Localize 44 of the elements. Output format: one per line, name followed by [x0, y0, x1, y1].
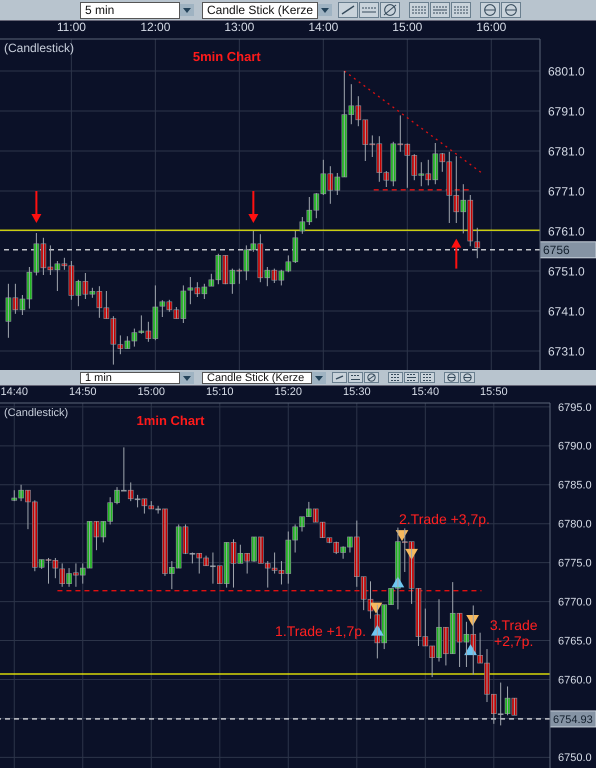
y-tick-label: 6770.0 — [558, 596, 592, 608]
ref-line-label: 6756 — [543, 242, 570, 257]
y-tick-label: 6750.0 — [558, 752, 592, 764]
x-tick-label: 14:40 — [0, 386, 28, 398]
text: 1 min — [80, 372, 180, 384]
x-tick-label: 14:00 — [308, 20, 339, 34]
y-tick-label: 6795.0 — [558, 402, 592, 414]
chart-subtitle: (Candlestick) — [4, 41, 74, 55]
x-tick-label: 15:00 — [138, 386, 166, 398]
y-tick-label: 6801.0 — [548, 64, 586, 78]
text: 5 min — [80, 2, 180, 18]
y-tick-label: 6761.0 — [548, 224, 586, 238]
annotation: 3.Trade +2,7p. — [490, 617, 538, 650]
y-tick-label: 6760.0 — [558, 674, 592, 686]
x-tick-label: 16:00 — [476, 20, 507, 34]
y-tick-label: 6765.0 — [558, 635, 592, 648]
text: Candle Stick (Kerze — [202, 372, 312, 384]
x-tick-label: 15:20 — [274, 386, 302, 398]
x-tick-label: 14:50 — [68, 386, 97, 398]
ref-line-label: 6754.93 — [553, 714, 593, 726]
y-tick-label: 6790.0 — [558, 440, 592, 453]
x-tick-label: 15:40 — [412, 386, 440, 398]
text: Candle Stick (Kerze — [202, 2, 318, 18]
text: 1min Chart — [136, 413, 206, 428]
text: 5min Chart — [192, 49, 262, 64]
x-tick-label: 12:00 — [140, 20, 171, 34]
x-tick-label: 15:10 — [206, 386, 234, 398]
annotation: 2.Trade +3,7p. — [399, 511, 490, 528]
x-tick-label: 15:00 — [392, 20, 423, 34]
x-tick-label: 13:00 — [224, 20, 255, 34]
x-tick-label: 15:50 — [480, 386, 508, 398]
x-tick-label: 15:30 — [343, 386, 371, 398]
y-tick-label: 6771.0 — [548, 184, 586, 198]
y-tick-label: 6741.0 — [548, 304, 586, 318]
y-tick-label: 6780.0 — [558, 518, 592, 531]
y-tick-label: 6791.0 — [548, 104, 586, 118]
annotation: 1.Trade +1,7p. — [275, 623, 366, 640]
x-tick-label: 11:00 — [56, 20, 86, 34]
y-tick-label: 6751.0 — [548, 264, 586, 278]
y-tick-label: 6731.0 — [548, 344, 586, 358]
chart-subtitle: (Candlestick) — [4, 407, 68, 419]
y-tick-label: 6775.0 — [558, 558, 592, 570]
y-tick-label: 6781.0 — [548, 144, 586, 158]
y-tick-label: 6785.0 — [558, 480, 592, 492]
